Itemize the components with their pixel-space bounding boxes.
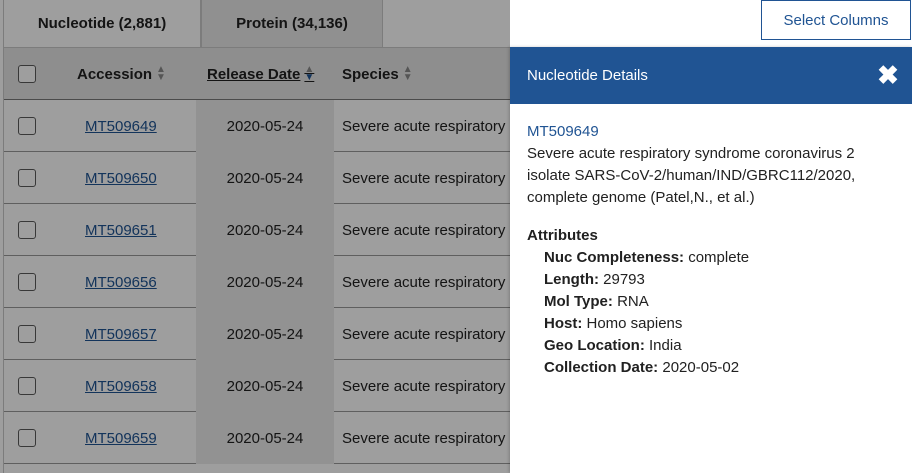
results-table: Accession ▲ ▼ Release Date ▲ ▼ Species ▲ ▼ … — [3, 47, 513, 473]
row-checkbox-cell — [18, 100, 36, 152]
attribute-label: Mol Type: — [544, 293, 613, 310]
table-row[interactable]: MT509659 2020-05-24 Severe acute respirato… — [4, 412, 513, 464]
attribute-item: Geo Location: India — [544, 335, 899, 357]
details-panel-title: Nucleotide Details — [527, 67, 648, 84]
row-checkbox[interactable] — [18, 221, 36, 239]
accession-cell: MT509651 — [85, 204, 157, 256]
column-header-accession[interactable]: Accession ▲ ▼ — [77, 48, 166, 100]
row-checkbox-cell — [18, 256, 36, 308]
table-row[interactable]: MT509650 2020-05-24 Severe acute respirato… — [4, 152, 513, 204]
attribute-item: Collection Date: 2020-05-02 — [544, 357, 899, 379]
details-panel-body: MT509649 Severe acute respiratory syndro… — [527, 121, 899, 379]
species-cell: Severe acute respiratory — [342, 169, 506, 187]
species-cell: Severe acute respiratory — [342, 325, 506, 343]
attribute-item: Length: 29793 — [544, 269, 899, 291]
table-header: Accession ▲ ▼ Release Date ▲ ▼ Species ▲ ▼ — [4, 47, 513, 100]
table-row[interactable]: MT509651 2020-05-24 Severe acute respirato… — [4, 204, 513, 256]
accession-link[interactable]: MT509659 — [85, 429, 157, 447]
accession-link[interactable]: MT509650 — [85, 169, 157, 187]
attribute-value: India — [649, 337, 682, 354]
column-header-release-date-label: Release Date — [207, 65, 301, 83]
release-date-cell: 2020-05-24 — [196, 256, 334, 308]
row-checkbox[interactable] — [18, 429, 36, 447]
tab-bar: Nucleotide (2,881) Protein (34,136) Sele… — [0, 0, 912, 47]
attribute-value: Homo sapiens — [586, 315, 683, 332]
attribute-value: RNA — [617, 293, 649, 310]
close-icon[interactable]: ✖ — [877, 59, 899, 90]
accession-link[interactable]: MT509649 — [85, 117, 157, 135]
row-checkbox[interactable] — [18, 273, 36, 291]
attribute-value: complete — [688, 249, 750, 266]
attribute-value: 2020-05-02 — [662, 359, 740, 376]
column-header-species-label: Species — [342, 65, 399, 83]
accession-cell: MT509656 — [85, 256, 157, 308]
attribute-label: Geo Location: — [544, 337, 645, 354]
row-checkbox[interactable] — [18, 325, 36, 343]
accession-cell: MT509657 — [85, 308, 157, 360]
details-panel: Nucleotide Details ✖ MT509649 Severe acu… — [510, 47, 912, 473]
row-checkbox-cell — [18, 204, 36, 256]
attribute-label: Host: — [544, 315, 583, 332]
column-header-release-date[interactable]: Release Date ▲ ▼ — [207, 48, 314, 100]
details-panel-header: Nucleotide Details ✖ — [510, 47, 912, 104]
release-date-cell: 2020-05-24 — [196, 152, 334, 204]
species-cell: Severe acute respiratory — [342, 273, 506, 291]
row-checkbox-cell — [18, 360, 36, 412]
column-header-species[interactable]: Species ▲ ▼ — [342, 48, 413, 100]
species-cell: Severe acute respiratory — [342, 117, 506, 135]
accession-cell: MT509649 — [85, 100, 157, 152]
accession-link[interactable]: MT509656 — [85, 273, 157, 291]
table-row[interactable]: MT509658 2020-05-24 Severe acute respirato… — [4, 360, 513, 412]
table-row[interactable]: MT509649 2020-05-24 Severe acute respirato… — [4, 100, 513, 152]
select-all-checkbox[interactable] — [18, 65, 36, 83]
release-date-cell: 2020-05-24 — [196, 100, 334, 152]
accession-link[interactable]: MT509651 — [85, 221, 157, 239]
row-checkbox[interactable] — [18, 117, 36, 135]
species-cell: Severe acute respiratory — [342, 221, 506, 239]
attributes-list: Nuc Completeness: complete Length: 29793 M… — [527, 247, 899, 379]
tab-protein[interactable]: Protein (34,136) — [201, 0, 383, 47]
release-date-cell: 2020-05-24 — [196, 204, 334, 256]
attributes-heading: Attributes — [527, 227, 598, 244]
row-checkbox-cell — [18, 412, 36, 464]
select-columns-button[interactable]: Select Columns — [761, 0, 911, 40]
accession-link[interactable]: MT509658 — [85, 377, 157, 395]
attribute-label: Length: — [544, 271, 599, 288]
attribute-item: Host: Homo sapiens — [544, 313, 899, 335]
release-date-cell: 2020-05-24 — [196, 412, 334, 464]
attribute-item: Nuc Completeness: complete — [544, 247, 899, 269]
select-all-cell — [18, 48, 36, 100]
tab-nucleotide[interactable]: Nucleotide (2,881) — [3, 0, 201, 47]
sort-icon: ▲ ▼ — [156, 64, 166, 83]
row-checkbox[interactable] — [18, 377, 36, 395]
sort-icon: ▲ ▼ — [402, 64, 413, 83]
details-description: Severe acute respiratory syndrome corona… — [527, 145, 856, 206]
row-checkbox[interactable] — [18, 169, 36, 187]
table-row[interactable]: MT509657 2020-05-24 Severe acute respirato… — [4, 308, 513, 360]
species-cell: Severe acute respiratory — [342, 429, 506, 447]
column-header-accession-label: Accession — [77, 65, 153, 83]
table-row[interactable]: MT509656 2020-05-24 Severe acute respirato… — [4, 256, 513, 308]
release-date-cell: 2020-05-24 — [196, 360, 334, 412]
row-checkbox-cell — [18, 152, 36, 204]
attribute-item: Mol Type: RNA — [544, 291, 899, 313]
accession-cell: MT509658 — [85, 360, 157, 412]
row-checkbox-cell — [18, 308, 36, 360]
accession-cell: MT509650 — [85, 152, 157, 204]
accession-cell: MT509659 — [85, 412, 157, 464]
details-accession-link[interactable]: MT509649 — [527, 123, 599, 140]
attribute-label: Collection Date: — [544, 359, 659, 376]
release-date-cell: 2020-05-24 — [196, 308, 334, 360]
attribute-value: 29793 — [603, 271, 645, 288]
species-cell: Severe acute respiratory — [342, 377, 506, 395]
sort-descending-icon: ▲ ▼ — [304, 64, 315, 83]
accession-link[interactable]: MT509657 — [85, 325, 157, 343]
attribute-label: Nuc Completeness: — [544, 249, 685, 266]
